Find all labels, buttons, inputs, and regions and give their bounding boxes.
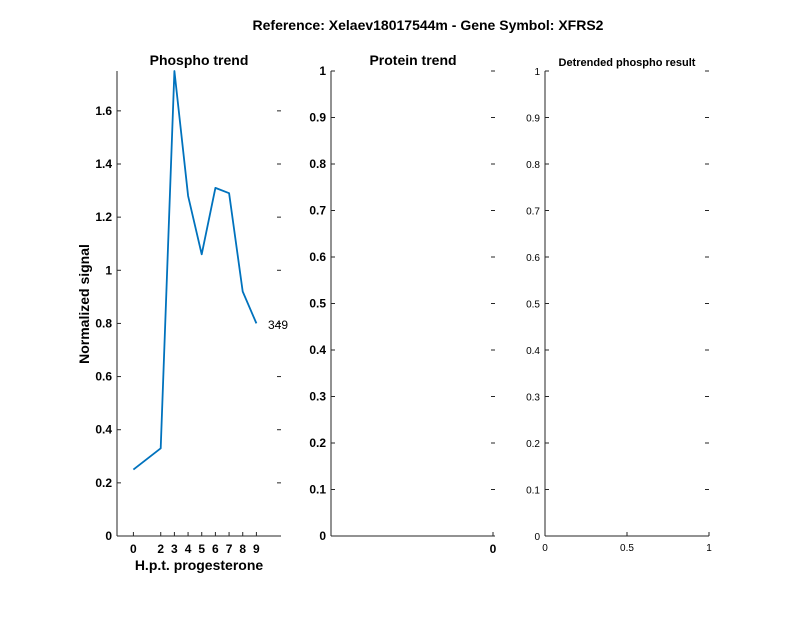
detrended-axes <box>544 71 709 537</box>
phospho-y-tick-label: 0.6 <box>95 370 112 384</box>
phospho-series-line <box>132 70 258 471</box>
phospho-x-tick-label: 8 <box>239 542 246 556</box>
phospho-x-tick-label: 7 <box>226 542 233 556</box>
detrended-y-tick-label: 0.5 <box>526 300 540 311</box>
phospho-x-tick-label: 4 <box>185 542 192 556</box>
detrended-y-tick-label: 0.2 <box>526 439 540 450</box>
protein-y-ticks: 0 0.1 0.2 0.3 0.4 0.5 0.6 0.7 0.8 0.9 1 <box>309 64 495 543</box>
protein-y-tick-label: 0.4 <box>309 343 326 357</box>
detrended-x-tick-label: 0.5 <box>620 543 634 554</box>
phospho-x-tick-label: 9 <box>253 542 260 556</box>
phospho-y-tick-label: 0.4 <box>95 423 112 437</box>
detrended-y-tick-label: 0.7 <box>526 207 540 218</box>
protein-trend-panel: Protein trend 00.10.20.30.40.50.60.70.80… <box>309 52 496 556</box>
phospho-y-tick-label: 1.4 <box>95 157 112 171</box>
phospho-x-tick-label: 3 <box>171 542 178 556</box>
phospho-y-tick-label: 1.2 <box>95 210 112 224</box>
detrended-panel: Detrended phospho result 0 0.1 0.2 0.3 0.4 0.… <box>526 57 712 554</box>
protein-x-tick-label: 0 <box>490 542 497 556</box>
detrended-y-tick-label: 0.8 <box>526 160 540 171</box>
detrended-y-tick-label: 0.1 <box>526 486 540 497</box>
detrended-y-tick-label: 0 <box>534 532 540 543</box>
protein-y-tick-label: 0.1 <box>309 483 326 497</box>
phospho-series <box>132 70 258 471</box>
phospho-y-axis-label: Normalized signal <box>76 244 92 364</box>
protein-trend-title: Protein trend <box>369 52 456 68</box>
detrended-title: Detrended phospho result <box>559 57 696 69</box>
detrended-x-tick-label: 1 <box>706 543 712 554</box>
phospho-end-annotation: 349 <box>268 318 288 332</box>
phospho-y-tick-label: 1.6 <box>95 104 112 118</box>
detrended-y-tick-label: 0.3 <box>526 393 540 404</box>
protein-trend-axes <box>330 71 495 537</box>
phospho-y-tick-label: 0.8 <box>95 316 112 330</box>
detrended-x-ticks: 0 0.5 1 <box>542 532 712 554</box>
detrended-y-tick-label: 0.9 <box>526 114 540 125</box>
phospho-y-ticks: 0 0.2 0.4 0.6 0.8 1 1.2 1.4 1.6 <box>95 104 281 543</box>
protein-y-tick-label: 0.2 <box>309 436 326 450</box>
phospho-y-tick-label: 1 <box>105 263 112 277</box>
phospho-x-tick-label: 2 <box>157 542 164 556</box>
protein-y-tick-label: 0.6 <box>309 250 326 264</box>
protein-y-tick-label: 1 <box>319 64 326 78</box>
protein-y-tick-label: 0.3 <box>309 390 326 404</box>
protein-x-ticks: 0 <box>490 532 497 556</box>
phospho-x-tick-label: 6 <box>212 542 219 556</box>
phospho-x-axis-label: H.p.t. progesterone <box>135 557 264 573</box>
protein-y-tick-label: 0 <box>319 529 326 543</box>
figure-title: Reference: Xelaev18017544m - Gene Symbol… <box>253 17 604 33</box>
protein-y-tick-label: 0.9 <box>309 111 326 125</box>
detrended-y-ticks: 0 0.1 0.2 0.3 0.4 0.5 0.6 0.7 0.8 0.9 1 <box>526 67 709 543</box>
detrended-y-tick-label: 1 <box>534 67 540 78</box>
phospho-trend-panel: Phospho trend 0 0.2 0.4 0.6 0.8 1 1.2 1.4 1.6 0 2… <box>76 52 288 573</box>
phospho-trend-axes <box>116 71 281 537</box>
phospho-x-tick-label: 5 <box>198 542 205 556</box>
protein-y-tick-label: 0.7 <box>309 204 326 218</box>
detrended-x-tick-label: 0 <box>542 543 548 554</box>
phospho-trend-title: Phospho trend <box>150 52 249 68</box>
detrended-y-tick-label: 0.6 <box>526 253 540 264</box>
detrended-y-tick-label: 0.4 <box>526 346 540 357</box>
phospho-y-tick-label: 0 <box>105 529 112 543</box>
protein-y-tick-label: 0.5 <box>309 297 326 311</box>
phospho-y-tick-label: 0.2 <box>95 476 112 490</box>
protein-y-tick-label: 0.8 <box>309 157 326 171</box>
phospho-x-tick-label: 0 <box>130 542 137 556</box>
